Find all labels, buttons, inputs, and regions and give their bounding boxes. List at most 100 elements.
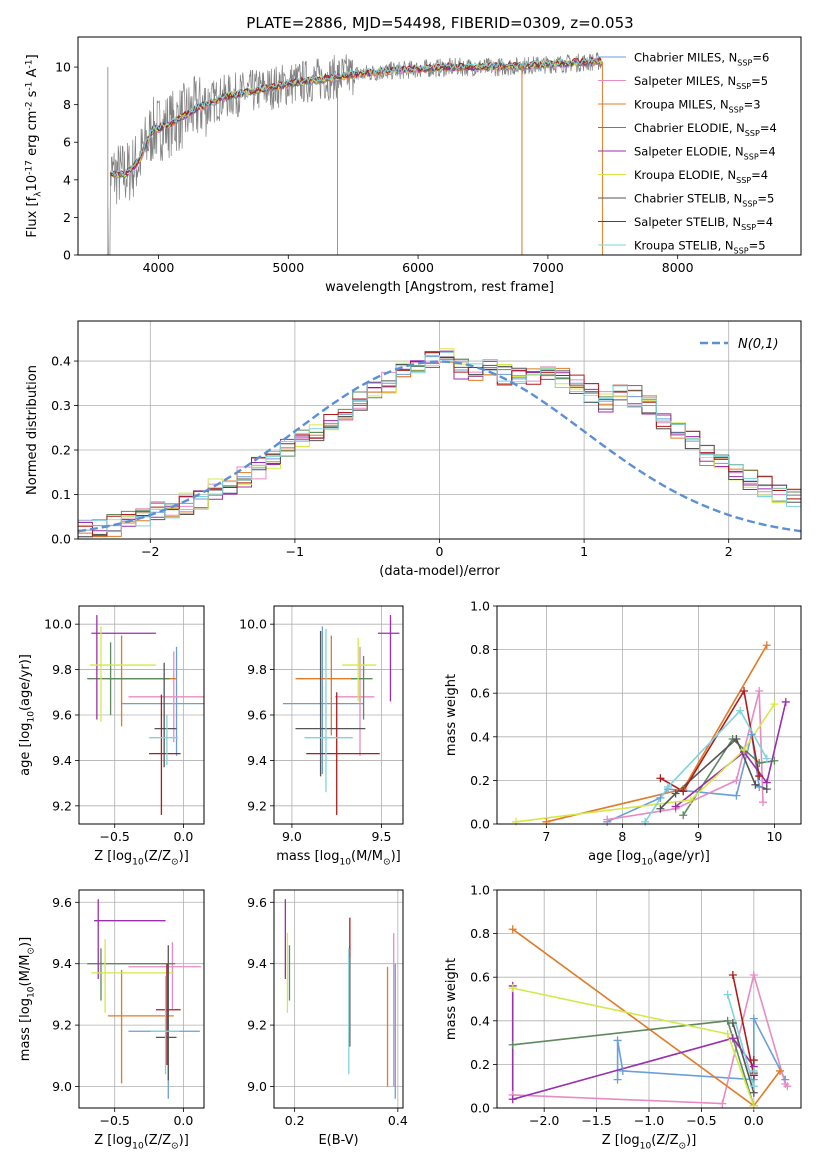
weight-marker: [728, 1034, 737, 1043]
weight-marker: [755, 772, 764, 781]
y-tick-label: 9.6: [247, 895, 267, 910]
weight-marker: [747, 730, 756, 739]
axes-frame: [273, 605, 404, 825]
axes-frame: [77, 36, 802, 256]
x-tick-label: 2: [725, 544, 733, 559]
weight-marker: [728, 1018, 737, 1027]
weight-marker: [762, 754, 771, 763]
chart-spectrum: 4000 5000 6000 7000 8000 0 2 4 6 8 10 wavelength [A…: [24, 36, 802, 295]
x-axis-label: age [log10(age/yr)]: [588, 849, 710, 868]
y-tick-label: 10: [55, 60, 71, 75]
x-tick-label: 9.5: [372, 829, 392, 844]
y-tick-label: 9.8: [247, 662, 267, 677]
y-tick-label: 1.0: [470, 599, 490, 614]
x-tick-label: −2: [141, 544, 159, 559]
weight-marker: [656, 774, 665, 783]
legend-label: Chabrier STELIB, NSSP=5: [634, 192, 774, 209]
legend-label: Chabrier ELODIE, NSSP=4: [634, 121, 777, 138]
histogram-step: [78, 361, 801, 538]
weight-marker: [508, 1095, 517, 1104]
axes-frame: [496, 889, 802, 1109]
x-tick-label: 9: [694, 829, 702, 844]
chart-mass_vs_ebv: 0.2 0.4 9.0 9.2 9.4 9.6 E(B-V): [247, 889, 408, 1148]
x-tick-label: 7000: [532, 260, 564, 275]
y-tick-label: 9.6: [52, 708, 72, 723]
x-tick-label: −0.5: [686, 1113, 716, 1128]
axes-frame: [78, 889, 205, 1109]
y-tick-label: 10.0: [239, 617, 267, 632]
legend-label: Salpeter STELIB, NSSP=4: [634, 215, 773, 232]
x-axis-label: wavelength [Angstrom, rest frame]: [325, 280, 554, 295]
x-tick-label: 0.2: [285, 1113, 305, 1128]
histogram-step: [78, 352, 801, 537]
x-tick-label: 0.0: [173, 1113, 193, 1128]
plot-area: [515, 644, 787, 823]
chart-mass_vs_z: −0.5 0.0 9.0 9.2 9.4 9.6 Z [log10(Z/Z⊙)] mass […: [18, 889, 205, 1152]
weight-marker: [723, 1029, 732, 1038]
plot-area: [282, 615, 400, 815]
x-tick-label: 7: [542, 829, 550, 844]
plot-area: [78, 348, 801, 538]
legend-label: Kroupa STELIB, NSSP=5: [634, 239, 766, 256]
chart-age_vs_z: −0.5 0.0 9.2 9.4 9.6 9.8 10.0 Z [log10(Z/Z⊙)] ag…: [18, 605, 205, 868]
histogram-step: [78, 350, 801, 532]
y-tick-label: 9.2: [247, 1018, 267, 1033]
chart-weight_vs_z: −2.0 −1.5 −1.0 −0.5 0.0 0.0 0.2 0.4 0.6 0.8 1.0 Z […: [444, 883, 802, 1152]
x-tick-label: 6000: [402, 260, 434, 275]
figure-title: PLATE=2886, MJD=54498, FIBERID=0309, z=0…: [246, 14, 633, 32]
histogram-step: [78, 351, 801, 531]
weight-marker: [718, 1099, 727, 1108]
y-tick-label: 8: [63, 97, 71, 112]
weight-marker: [671, 789, 680, 798]
y-tick-label: 6: [63, 135, 71, 150]
weight-marker: [751, 780, 760, 789]
x-axis-label: Z [log10(Z/Z⊙)]: [94, 849, 189, 868]
y-tick-label: 4: [63, 172, 71, 187]
y-tick-label: 9.2: [247, 798, 267, 813]
weight-marker: [783, 1082, 792, 1091]
weight-marker: [508, 1040, 517, 1049]
weight-marker: [686, 796, 695, 805]
y-tick-label: 9.2: [52, 798, 72, 813]
y-tick-label: 0.4: [470, 1013, 490, 1028]
legend-label: Salpeter ELODIE, NSSP=4: [634, 145, 776, 162]
y-tick-label: 9.0: [247, 1079, 267, 1094]
weight-marker: [728, 971, 737, 980]
y-axis-label: Flux [fλ10-17 erg cm-2 s-1 A-1]: [24, 54, 43, 237]
weight-marker: [749, 1056, 758, 1065]
y-tick-label: 0: [63, 248, 71, 263]
y-tick-label: 9.8: [52, 662, 72, 677]
x-tick-label: 0.0: [173, 829, 193, 844]
weight-marker: [512, 817, 520, 826]
x-tick-label: −1.5: [581, 1113, 611, 1128]
x-axis-label: E(B-V): [318, 1133, 358, 1148]
plot-area: [511, 928, 788, 1107]
x-tick-label: 5000: [272, 260, 304, 275]
y-tick-label: 0.6: [470, 970, 490, 985]
x-tick-label: 9.0: [282, 829, 302, 844]
x-tick-label: 1: [580, 544, 588, 559]
weight-marker: [679, 811, 688, 820]
weight-marker: [762, 785, 771, 794]
weight-line: [660, 688, 760, 793]
y-axis-label: Normed distribution: [25, 365, 40, 495]
weight-marker: [781, 697, 790, 706]
legend: Chabrier MILES, NSSP=6 Salpeter MILES, NS…: [598, 51, 777, 256]
y-tick-label: 0.8: [470, 926, 490, 941]
y-tick-label: 9.4: [52, 753, 72, 768]
x-tick-label: 10: [766, 829, 782, 844]
y-tick-label: 9.6: [247, 708, 267, 723]
y-tick-label: 9.6: [52, 895, 72, 910]
y-tick-label: 0.2: [470, 773, 490, 788]
y-axis-label: mass weight: [444, 958, 459, 1040]
x-tick-label: −2.0: [529, 1113, 559, 1128]
weight-marker: [762, 641, 771, 650]
weight-marker: [749, 1066, 758, 1075]
plot-area: [284, 899, 396, 1099]
weight-marker: [770, 700, 779, 709]
y-tick-label: 0.2: [470, 1057, 490, 1072]
x-tick-label: 4000: [143, 260, 175, 275]
weight-marker: [755, 687, 764, 696]
weight-marker: [732, 734, 741, 743]
x-tick-label: −1: [286, 544, 304, 559]
